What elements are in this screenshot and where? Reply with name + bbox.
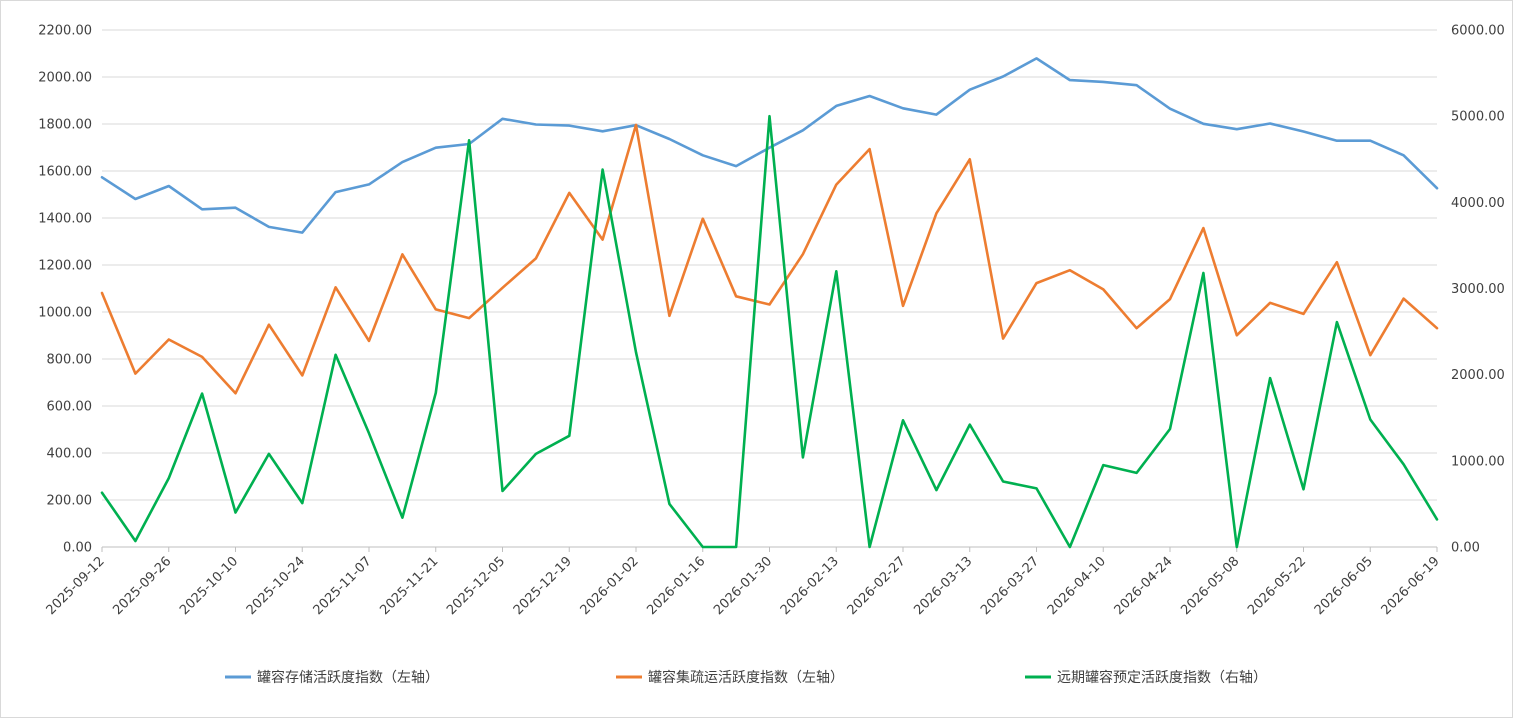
- x-tick-label: 2025-11-07: [311, 554, 375, 618]
- series-line-3: [100, 114, 1439, 549]
- series-lines: [100, 57, 1439, 549]
- series-line-1: [100, 57, 1439, 234]
- left-y-tick-label: 2200.00: [38, 24, 92, 39]
- left-y-tick-label: 1800.00: [38, 118, 92, 133]
- right-y-tick-label: 1000.00: [1451, 454, 1505, 469]
- right-y-tick-label: 4000.00: [1451, 196, 1505, 211]
- x-tick-label: 2026-05-22: [1245, 554, 1309, 618]
- x-tick-label: 2025-09-26: [110, 554, 174, 618]
- x-tick-label: 2025-12-05: [444, 554, 508, 618]
- right-y-tick-label: 3000.00: [1451, 282, 1505, 297]
- left-y-tick-label: 1000.00: [38, 306, 92, 321]
- right-y-tick-label: 6000.00: [1451, 24, 1505, 39]
- legend-label-1: 罐容存储活跃度指数（左轴）: [257, 669, 439, 686]
- x-tick-label: 2025-12-19: [511, 554, 575, 618]
- x-tick-label: 2026-01-16: [644, 554, 708, 618]
- x-tick-label: 2026-05-08: [1178, 554, 1242, 618]
- x-tick-label: 2026-03-27: [978, 554, 1042, 618]
- gridlines: [102, 29, 1437, 501]
- x-tick-label: 2026-02-13: [778, 554, 842, 618]
- x-tick-label: 2026-01-02: [578, 554, 642, 618]
- x-tick-label: 2026-02-27: [845, 554, 909, 618]
- x-tick-label: 2025-11-21: [377, 554, 441, 618]
- series-line-2: [100, 123, 1439, 395]
- left-y-tick-label: 1600.00: [38, 165, 92, 180]
- x-tick-label: 2026-04-10: [1045, 554, 1109, 618]
- left-y-axis-ticks: 0.00 200.00 400.00 600.00 800.00 1000.00 1200.…: [38, 24, 92, 556]
- left-y-tick-label: 1400.00: [38, 212, 92, 227]
- left-y-tick-label: 1200.00: [38, 259, 92, 274]
- x-axis-ticks: 2025-09-12 2025-09-26 2025-10-10 2025-10-24…: [44, 554, 1443, 618]
- x-tick-label: 2026-06-19: [1379, 554, 1443, 618]
- x-tick-label: 2026-01-30: [711, 554, 775, 618]
- left-y-tick-label: 200.00: [47, 494, 93, 509]
- x-tick-label: 2026-06-05: [1312, 554, 1376, 618]
- x-tick-label: 2025-10-10: [177, 554, 241, 618]
- left-y-tick-label: 800.00: [47, 353, 93, 368]
- legend-label-3: 远期罐容预定活跃度指数（右轴）: [1057, 669, 1267, 686]
- right-y-tick-label: 0.00: [1451, 541, 1480, 556]
- left-y-tick-label: 2000.00: [38, 71, 92, 86]
- right-y-tick-label: 5000.00: [1451, 110, 1505, 125]
- right-y-axis-ticks: 0.00 1000.00 2000.00 3000.00 4000.00 5000.00 6…: [1451, 24, 1505, 556]
- legend: 罐容存储活跃度指数（左轴） 罐容集疏运活跃度指数（左轴） 远期罐容预定活跃度指数（右…: [225, 669, 1267, 686]
- left-y-tick-label: 600.00: [47, 400, 93, 415]
- x-tick-label: 2025-10-24: [244, 554, 308, 618]
- right-y-tick-label: 2000.00: [1451, 368, 1505, 383]
- x-tick-label: 2026-03-13: [911, 554, 975, 618]
- left-y-tick-label: 400.00: [47, 447, 93, 462]
- axes: [101, 546, 1438, 552]
- left-y-tick-label: 0.00: [63, 541, 92, 556]
- x-tick-label: 2025-09-12: [44, 554, 108, 618]
- x-tick-label: 2026-04-24: [1112, 554, 1176, 618]
- legend-label-2: 罐容集疏运活跃度指数（左轴）: [648, 669, 844, 686]
